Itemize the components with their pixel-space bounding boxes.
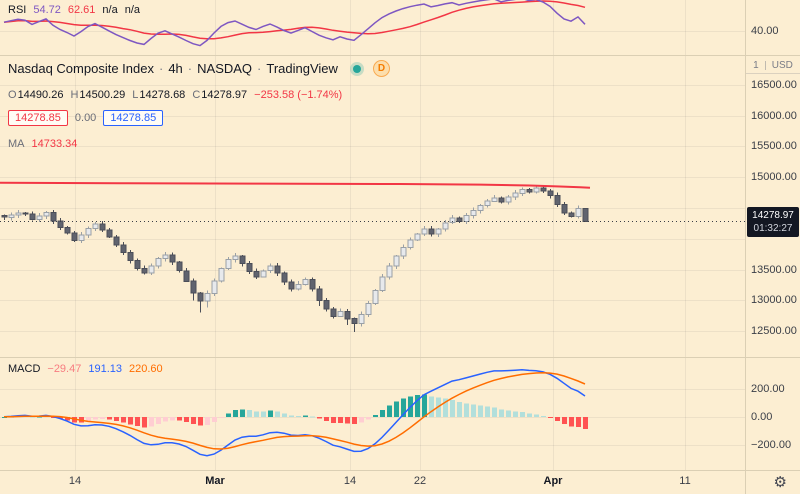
- axis-tick-label: 200.00: [751, 383, 785, 395]
- time-axis-label: 14: [68, 475, 82, 487]
- symbol-name[interactable]: Nasdaq Composite Index: [8, 61, 154, 76]
- macd-hist-value: −29.47: [47, 363, 82, 375]
- low-value: L14278.68: [132, 89, 186, 101]
- unit-separator: [764, 60, 766, 70]
- settings-gear-icon[interactable]: ⚙: [773, 474, 787, 491]
- red-price-line-label[interactable]: 14278.85: [8, 110, 68, 126]
- rsi-pane[interactable]: [0, 0, 745, 55]
- rsi-legend: RSI 54.72 62.61 n/a n/a: [8, 4, 140, 16]
- macd-signal-value: 220.60: [129, 363, 163, 375]
- separator: ·: [187, 61, 193, 76]
- separator: ·: [257, 61, 262, 76]
- axis-tick-label: 15000.00: [751, 171, 797, 183]
- pane-divider[interactable]: [0, 470, 800, 471]
- axis-tick-label: −200.00: [751, 439, 792, 451]
- rsi-value: 54.72: [33, 4, 61, 16]
- symbol-title-row: Nasdaq Composite Index · 4h · NASDAQ · T…: [8, 60, 390, 77]
- ma-value: 14733.34: [31, 138, 78, 150]
- ma-label[interactable]: MA: [8, 138, 25, 150]
- time-axis-label: 14: [343, 475, 357, 487]
- macd-pane[interactable]: [0, 358, 745, 470]
- axis-tick-label: 40.00: [751, 25, 779, 37]
- axis-unit-toggle[interactable]: 1 USD: [746, 57, 800, 74]
- bar-countdown: 01:32:27: [753, 223, 793, 234]
- rsi-ma-value: 62.61: [67, 4, 96, 16]
- last-price-value: 14278.97: [752, 210, 794, 221]
- rsi-lower-band-value: n/a: [124, 4, 140, 16]
- macd-label[interactable]: MACD: [8, 363, 41, 375]
- macd-legend: MACD −29.47 191.13 220.60: [8, 363, 163, 375]
- axis-tick-label: 16500.00: [751, 79, 797, 91]
- pane-divider[interactable]: [0, 357, 800, 358]
- axis-tick-label: 0.00: [751, 411, 773, 423]
- axis-tick-label: 13000.00: [751, 294, 797, 306]
- last-price-badge: 14278.97 01:32:27: [747, 207, 799, 237]
- unit-primary[interactable]: 1: [753, 59, 759, 71]
- provider-label[interactable]: TradingView: [266, 61, 338, 76]
- change-value: −253.58 (−1.74%): [254, 89, 343, 101]
- rsi-upper-band-value: n/a: [102, 4, 118, 16]
- time-axis[interactable]: ⚙ 14 Mar 14 22 Apr 11: [0, 471, 800, 494]
- price-pane[interactable]: [0, 56, 745, 357]
- delayed-data-icon[interactable]: D: [372, 60, 390, 77]
- unit-secondary[interactable]: USD: [771, 59, 793, 71]
- high-value: H14500.29: [70, 89, 126, 101]
- axis-tick-label: 15500.00: [751, 140, 797, 152]
- open-value: O14490.26: [8, 89, 64, 101]
- price-line-diff: 0.00: [74, 112, 97, 124]
- axis-tick-label: 16000.00: [751, 110, 797, 122]
- time-axis-label: Apr: [543, 475, 563, 487]
- macd-line-value: 191.13: [88, 363, 122, 375]
- axis-tick-label: 13500.00: [751, 264, 797, 276]
- pane-divider[interactable]: [0, 55, 800, 56]
- time-axis-label: 11: [679, 475, 691, 487]
- separator: ·: [158, 61, 164, 76]
- rsi-label[interactable]: RSI: [8, 4, 27, 16]
- exchange-label[interactable]: NASDAQ: [197, 61, 253, 76]
- ma-legend: MA 14733.34: [8, 138, 77, 150]
- price-axis[interactable]: 1 USD 14278.97 01:32:27 16500.00 16000.00…: [745, 0, 800, 494]
- close-value: C14278.97: [192, 89, 248, 101]
- ohlc-row: O14490.26 H14500.29 L14278.68 C14278.97 …: [8, 89, 342, 101]
- blue-price-line-label[interactable]: 14278.85: [103, 110, 164, 126]
- interval-label[interactable]: 4h: [168, 61, 183, 76]
- time-axis-label: Mar: [205, 475, 225, 487]
- axis-tick-label: 12500.00: [751, 325, 797, 337]
- price-line-labels-row: 14278.85 0.00 14278.85: [8, 110, 164, 126]
- data-connected-icon[interactable]: [352, 64, 361, 73]
- time-axis-label: 22: [413, 475, 427, 487]
